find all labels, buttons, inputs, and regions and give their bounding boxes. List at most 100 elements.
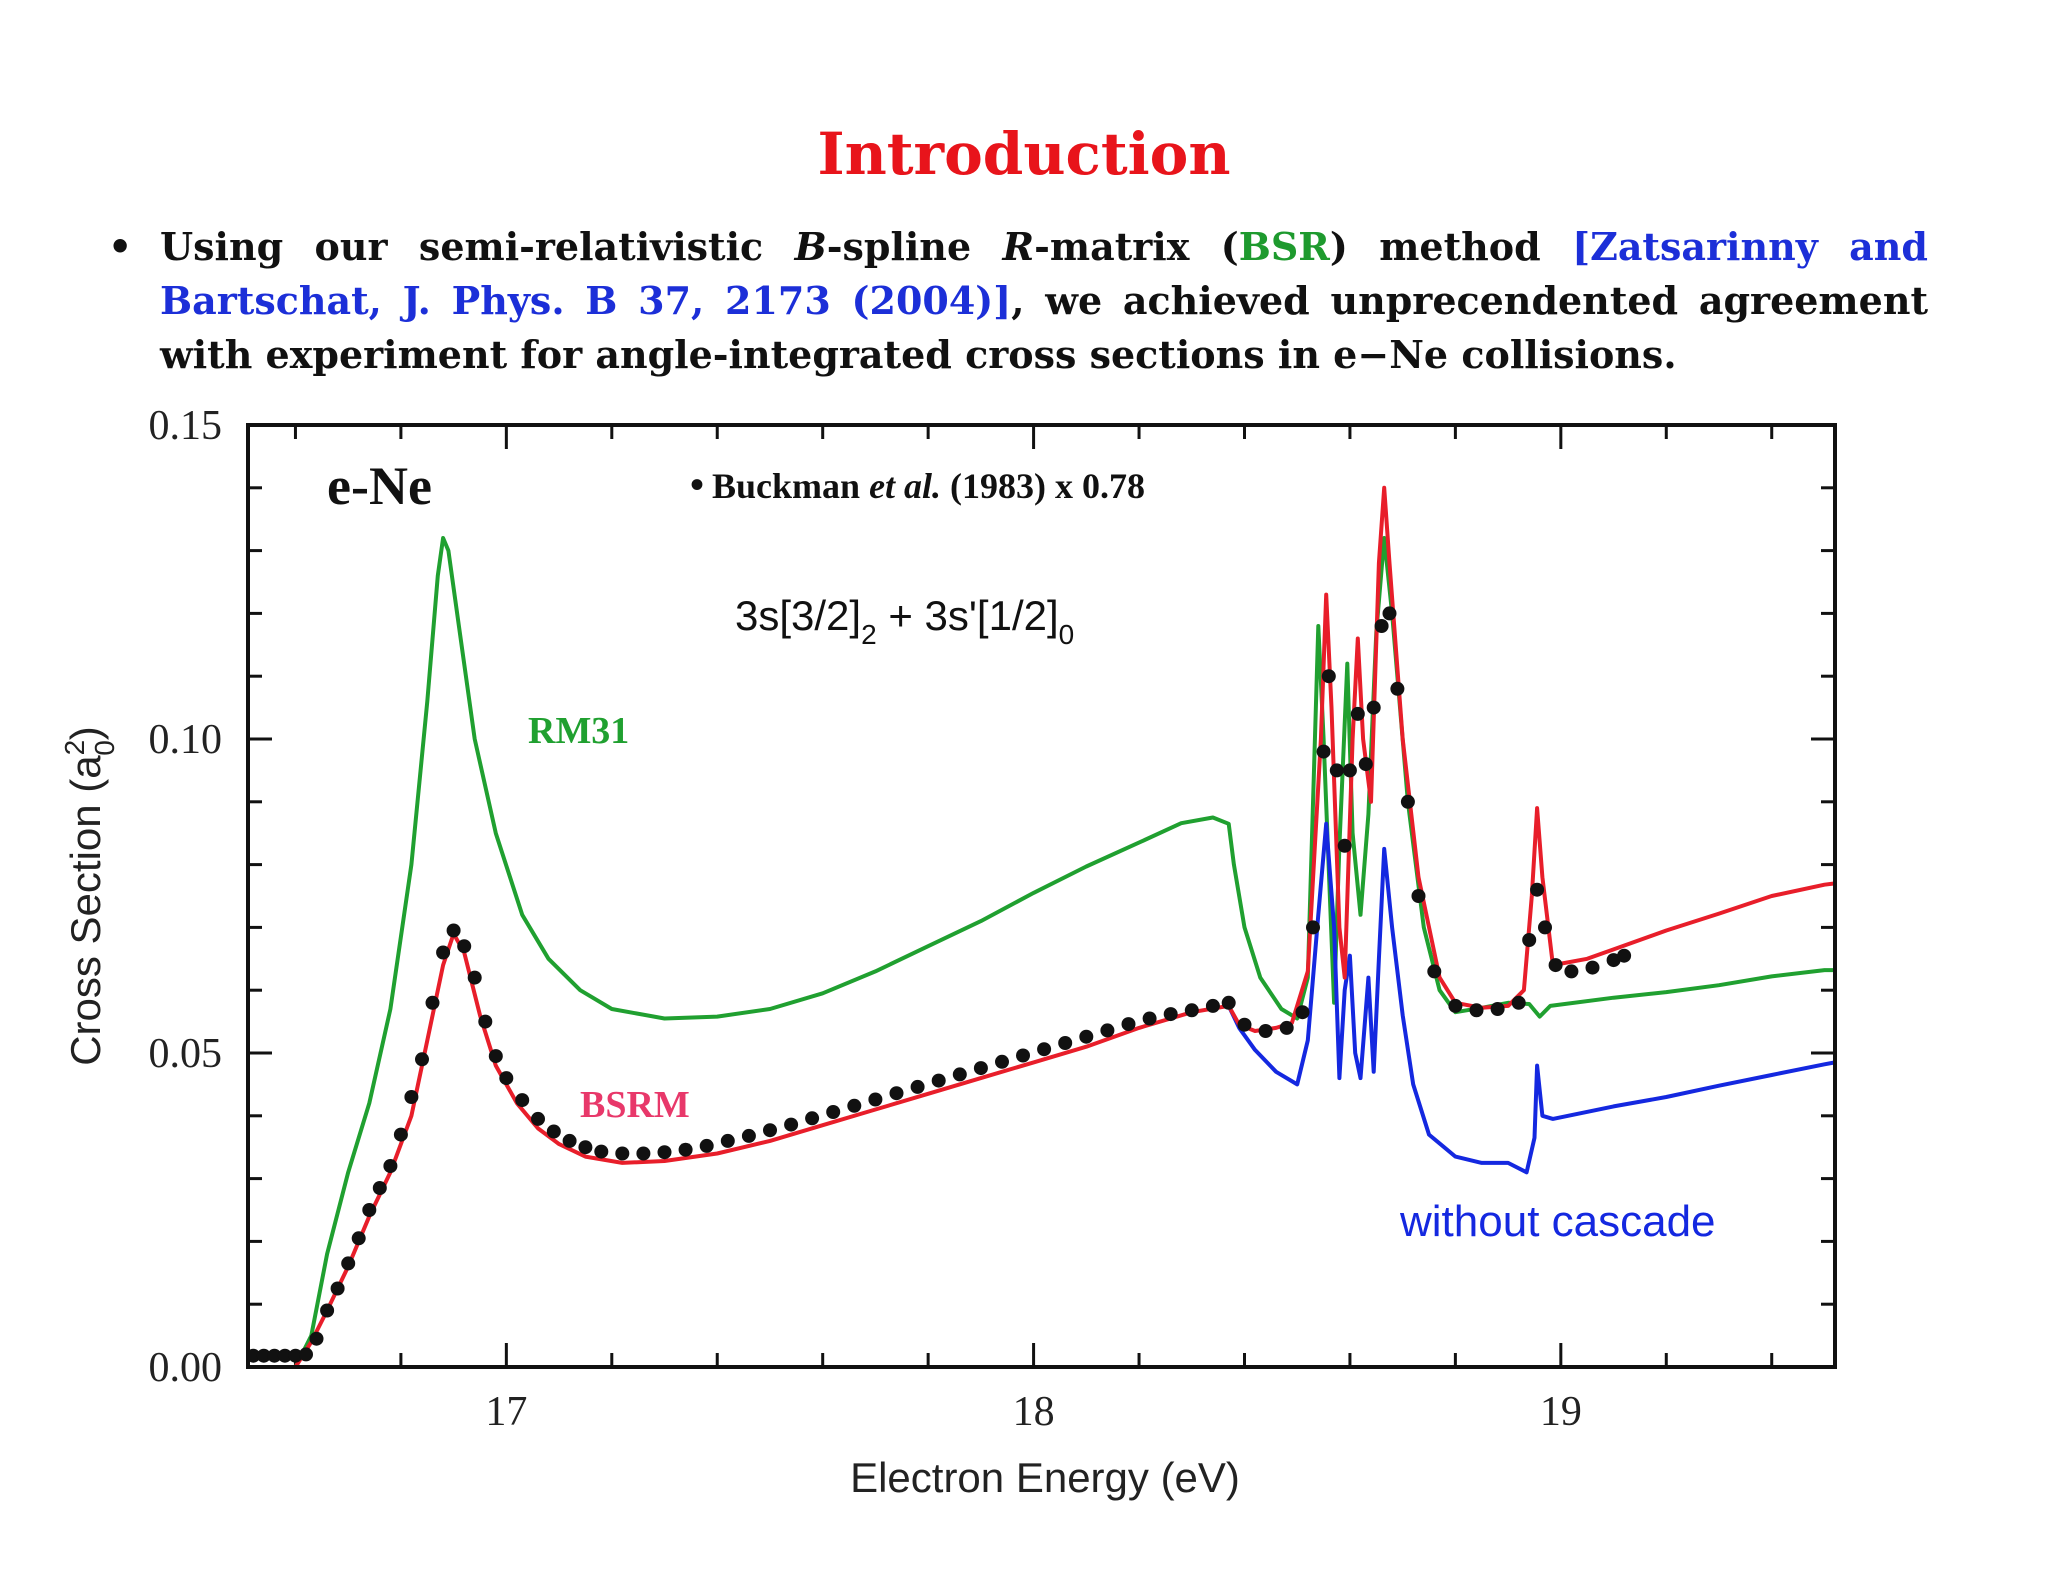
data-point [299, 1347, 313, 1362]
data-point [1490, 1002, 1505, 1016]
data-point [488, 1049, 503, 1064]
data-point [1374, 619, 1389, 633]
y-axis-label-sub: 0 [89, 740, 120, 756]
data-point [847, 1098, 862, 1113]
y-axis-label-sup: 2 [59, 740, 90, 756]
data-point [805, 1111, 820, 1126]
data-point [478, 1014, 493, 1029]
data-point [1237, 1017, 1252, 1032]
data-point [1142, 1011, 1157, 1026]
legend-name-a: Buckman [712, 466, 869, 506]
data-point [351, 1231, 366, 1246]
bsrm-label: BSRM [580, 1084, 690, 1126]
data-point [267, 1348, 282, 1363]
transition-b-sub: 0 [1059, 619, 1075, 650]
bullet-text-part: ) method [1329, 224, 1573, 269]
data-point [1079, 1029, 1094, 1044]
data-point [720, 1133, 735, 1148]
data-point [763, 1123, 777, 1138]
data-point [741, 1128, 756, 1143]
data-point [1321, 669, 1336, 684]
y-axis-label: Cross Section (a20) [59, 726, 120, 1066]
data-point [1511, 995, 1526, 1010]
data-point [868, 1092, 883, 1107]
data-point [636, 1146, 651, 1161]
data-point [1306, 920, 1320, 935]
transition-a-sub: 2 [861, 619, 877, 650]
data-point [1448, 998, 1463, 1013]
bullet-dot-icon: • [108, 224, 133, 269]
data-point [467, 970, 482, 985]
bullet-item: • Using our semi-relativistic B-spline R… [108, 220, 1928, 382]
data-point [1016, 1048, 1030, 1063]
bullet-text-part: -spline [826, 224, 1003, 269]
bullet-text-part: , we achieved unprecendented agreement w… [160, 278, 1929, 377]
data-point [1469, 1003, 1484, 1018]
y-tick-label: 0.15 [149, 403, 223, 449]
rm31-label: RM31 [528, 710, 629, 752]
data-point [288, 1348, 303, 1363]
plot-frame [246, 423, 1837, 1369]
y-tick-label: 0.00 [149, 1345, 223, 1391]
data-point [1427, 964, 1442, 979]
data-point [1205, 998, 1220, 1013]
data-point [531, 1111, 545, 1126]
citation-link[interactable]: [Zatsarinny and Bartschat, J. Phys. B 37… [160, 224, 1928, 323]
data-point [546, 1124, 561, 1139]
legend-name-c: (1983) x 0.78 [941, 466, 1145, 506]
data-point [562, 1133, 577, 1148]
legend-name-b: et al. [869, 466, 941, 506]
data-point [1411, 889, 1426, 903]
bullet-r-letter: R [1002, 224, 1035, 269]
without-cascade-label: without cascade [1399, 1197, 1716, 1246]
transition-label: 3s[3/2]2 + 3s'[1/2]0 [735, 592, 1074, 650]
data-point [393, 1127, 408, 1142]
data-point [1121, 1017, 1136, 1032]
data-point [1522, 933, 1537, 947]
data-point [1585, 960, 1600, 975]
data-point [425, 995, 440, 1010]
data-point [1329, 763, 1344, 778]
data-point [1548, 958, 1563, 973]
data-point [1295, 1005, 1310, 1020]
bsr-acronym: BSR [1238, 224, 1330, 269]
bullet-b-letter: B [794, 224, 827, 269]
y-axis-label-main: Cross Section (a [62, 755, 109, 1066]
data-point [578, 1140, 593, 1155]
y-axis-label-close: ) [62, 726, 109, 740]
data-point [1530, 882, 1545, 897]
data-point [1366, 700, 1381, 715]
data-point [1382, 606, 1397, 621]
data-point [372, 1181, 387, 1195]
panel-label: e-Ne [327, 456, 432, 516]
data-point [1337, 838, 1352, 853]
data-point [1606, 953, 1621, 968]
legend-marker-icon: • [690, 462, 704, 507]
data-point [678, 1142, 693, 1157]
slide-title: Introduction [817, 120, 1231, 188]
series-line-rm31 [248, 536, 1835, 1369]
data-point [1538, 920, 1552, 935]
transition-b: + 3s'[1/2] [877, 592, 1059, 639]
data-point [436, 945, 451, 960]
bullet-text-part: Using our semi-relativistic [160, 224, 795, 269]
data-point [499, 1071, 514, 1086]
data-point [973, 1061, 988, 1076]
data-point [330, 1281, 345, 1296]
data-point [594, 1144, 609, 1159]
data-point [256, 1348, 271, 1363]
cross-section-chart: 17 18 19 0.00 0.05 0.10 0.15 Electron Energy … [59, 403, 1837, 1501]
data-point [277, 1348, 292, 1363]
data-point [341, 1256, 356, 1271]
transition-a: 3s[3/2] [735, 592, 861, 639]
data-point [1564, 964, 1579, 979]
data-point [1279, 1020, 1294, 1035]
data-point [615, 1146, 630, 1161]
x-axis-label: Electron Energy (eV) [850, 1454, 1240, 1501]
data-point [657, 1145, 672, 1160]
data-point [415, 1052, 429, 1067]
data-point [1258, 1024, 1273, 1038]
data-point [1058, 1036, 1073, 1050]
bullet-text-part: -matrix ( [1034, 224, 1239, 269]
data-point [784, 1117, 799, 1132]
